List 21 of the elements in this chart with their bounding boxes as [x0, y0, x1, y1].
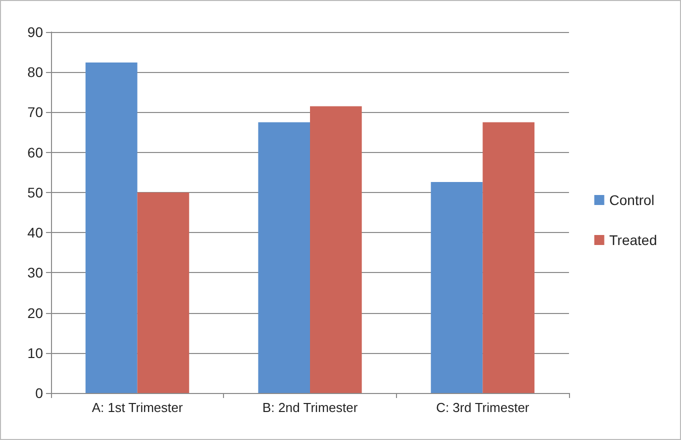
y-tick-label: 40 — [27, 224, 44, 241]
bar — [86, 62, 138, 393]
y-tick-label: 20 — [27, 304, 44, 321]
legend-label: Control — [609, 192, 654, 208]
bar — [430, 182, 483, 393]
x-tick-label: C: 3rd Trimester — [436, 400, 530, 415]
bar — [137, 192, 190, 393]
y-tick-label: 70 — [27, 104, 44, 120]
y-tick-label: 80 — [27, 64, 44, 80]
y-tick-label: 30 — [27, 264, 44, 281]
y-tick-label: 60 — [27, 144, 44, 160]
y-tick-label: 90 — [27, 24, 44, 40]
y-tick-label: 10 — [27, 344, 44, 361]
y-tick-label: 0 — [35, 385, 44, 401]
bar — [482, 122, 534, 393]
y-tick-label: 50 — [27, 184, 44, 200]
legend-label: Treated — [609, 232, 658, 248]
bar — [310, 106, 362, 393]
x-tick-label: B: 2nd Trimester — [262, 400, 358, 415]
bar — [258, 122, 310, 393]
x-tick-label: A: 1st Trimester — [92, 400, 184, 415]
